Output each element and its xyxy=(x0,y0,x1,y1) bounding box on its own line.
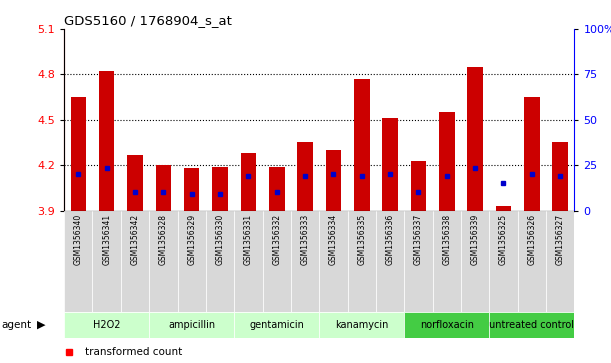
Text: GSM1356337: GSM1356337 xyxy=(414,213,423,265)
Bar xyxy=(467,67,483,211)
Text: GSM1356328: GSM1356328 xyxy=(159,213,168,265)
Text: GSM1356335: GSM1356335 xyxy=(357,213,366,265)
Text: GSM1356336: GSM1356336 xyxy=(386,213,395,265)
Text: GSM1356333: GSM1356333 xyxy=(301,213,310,265)
Bar xyxy=(319,211,348,312)
Text: norfloxacin: norfloxacin xyxy=(420,320,474,330)
Bar xyxy=(404,211,433,312)
Bar xyxy=(149,312,234,338)
Bar xyxy=(461,211,489,312)
Text: GSM1356327: GSM1356327 xyxy=(555,213,565,265)
Bar xyxy=(156,165,171,211)
Bar xyxy=(489,312,574,338)
Bar xyxy=(269,167,285,211)
Text: GSM1356326: GSM1356326 xyxy=(527,213,536,265)
Bar xyxy=(439,112,455,211)
Bar xyxy=(241,153,256,211)
Text: GSM1356329: GSM1356329 xyxy=(187,213,196,265)
Bar xyxy=(489,211,518,312)
Bar xyxy=(291,211,319,312)
Text: GSM1356338: GSM1356338 xyxy=(442,213,452,265)
Bar xyxy=(64,211,92,312)
Text: gentamicin: gentamicin xyxy=(249,320,304,330)
Bar xyxy=(376,211,404,312)
Text: GSM1356331: GSM1356331 xyxy=(244,213,253,265)
Bar xyxy=(348,211,376,312)
Text: ampicillin: ampicillin xyxy=(168,320,215,330)
Text: GSM1356342: GSM1356342 xyxy=(131,213,139,265)
Bar xyxy=(298,143,313,211)
Bar xyxy=(206,211,234,312)
Text: GDS5160 / 1768904_s_at: GDS5160 / 1768904_s_at xyxy=(64,15,232,28)
Bar xyxy=(524,97,540,211)
Bar xyxy=(121,211,149,312)
Text: GSM1356334: GSM1356334 xyxy=(329,213,338,265)
Text: untreated control: untreated control xyxy=(489,320,574,330)
Text: GSM1356340: GSM1356340 xyxy=(74,213,83,265)
Bar xyxy=(518,211,546,312)
Bar xyxy=(64,312,149,338)
Bar xyxy=(354,79,370,211)
Bar xyxy=(212,167,228,211)
Bar xyxy=(263,211,291,312)
Bar xyxy=(149,211,178,312)
Bar xyxy=(326,150,341,211)
Text: agent: agent xyxy=(1,320,31,330)
Bar xyxy=(99,72,114,211)
Text: kanamycin: kanamycin xyxy=(335,320,389,330)
Text: transformed count: transformed count xyxy=(84,347,182,357)
Bar xyxy=(433,211,461,312)
Bar xyxy=(92,211,121,312)
Text: GSM1356325: GSM1356325 xyxy=(499,213,508,265)
Bar xyxy=(70,97,86,211)
Text: H2O2: H2O2 xyxy=(93,320,120,330)
Text: GSM1356330: GSM1356330 xyxy=(216,213,225,265)
Bar xyxy=(319,312,404,338)
Text: ▶: ▶ xyxy=(37,320,46,330)
Bar xyxy=(178,211,206,312)
Text: GSM1356341: GSM1356341 xyxy=(102,213,111,265)
Bar xyxy=(382,118,398,211)
Bar xyxy=(546,211,574,312)
Text: GSM1356332: GSM1356332 xyxy=(273,213,281,265)
Text: GSM1356339: GSM1356339 xyxy=(470,213,480,265)
Bar xyxy=(234,211,263,312)
Bar xyxy=(411,160,426,211)
Bar xyxy=(184,168,200,211)
Bar xyxy=(234,312,319,338)
Bar xyxy=(404,312,489,338)
Bar xyxy=(552,143,568,211)
Bar xyxy=(496,206,511,211)
Bar xyxy=(127,155,143,211)
